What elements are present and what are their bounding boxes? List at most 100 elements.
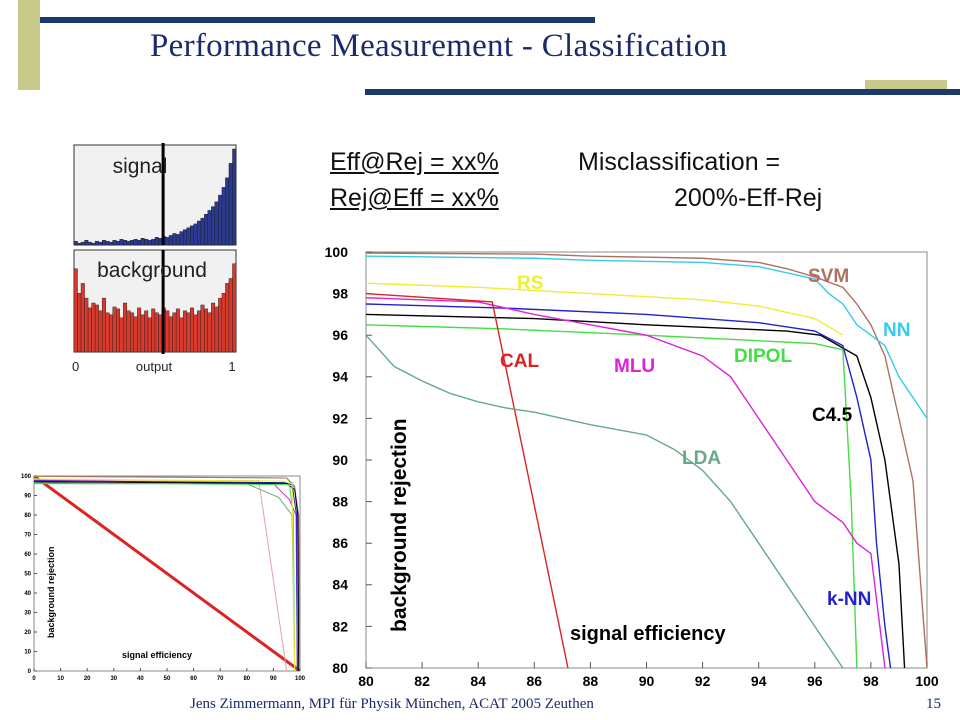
background-bin xyxy=(232,263,237,353)
signal-bin xyxy=(207,210,212,246)
series-lines xyxy=(366,252,927,668)
slide-footer: Jens Zimmermann, MPI für Physik München,… xyxy=(0,694,960,716)
background-bin xyxy=(109,314,113,353)
signal-bin xyxy=(140,238,145,246)
background-bin xyxy=(140,314,145,353)
y-tick-label: 0 xyxy=(28,669,32,675)
x-tick-label: 90 xyxy=(270,676,277,682)
signal-bin xyxy=(105,240,110,246)
background-bin xyxy=(154,312,159,353)
roc-chart-zoomed: 80 82 84 86 88 90 92 94 96 98 100 80 82 84 86 88 90 92 94 9… xyxy=(325,244,939,689)
signal-bin xyxy=(228,163,233,246)
signal-bin xyxy=(186,227,191,246)
series-line-9 xyxy=(34,478,296,671)
background-bin xyxy=(197,310,201,353)
x-tick-label: 70 xyxy=(217,676,224,682)
background-bin xyxy=(165,310,170,353)
background-bin xyxy=(112,306,117,353)
x-tick-label: 30 xyxy=(110,676,117,682)
background-bin xyxy=(168,316,173,353)
background-bin xyxy=(207,312,212,353)
y-tick-label: 100 xyxy=(325,244,349,260)
series-line-svm xyxy=(366,252,927,668)
y-tick-label: 84 xyxy=(332,577,348,593)
background-bin xyxy=(147,317,152,353)
signal-bin xyxy=(109,241,113,246)
background-bin xyxy=(228,278,233,353)
series-label-mlu: MLU xyxy=(614,356,655,377)
background-bin xyxy=(218,297,223,353)
signal-bin xyxy=(165,237,170,246)
signal-bin xyxy=(221,187,226,246)
y-tick-label: 30 xyxy=(24,611,31,617)
background-bin xyxy=(80,283,85,353)
series-line-7 xyxy=(34,481,300,671)
y-tick-label: 60 xyxy=(24,552,31,558)
background-bin xyxy=(77,292,82,353)
page-number: 15 xyxy=(926,696,941,712)
y-tick-label: 88 xyxy=(332,494,348,510)
signal-bin xyxy=(179,231,184,246)
signal-bin xyxy=(119,239,124,246)
signal-bin xyxy=(151,239,156,246)
signal-bin xyxy=(193,223,198,246)
signal-bin xyxy=(112,239,117,246)
signal-bin xyxy=(197,220,201,246)
background-bars xyxy=(73,263,237,353)
background-label: background xyxy=(97,259,207,282)
output-histogram: signal background 0 output 1 xyxy=(72,143,237,374)
signal-bin xyxy=(133,239,138,246)
x-tick-label: 84 xyxy=(470,673,486,689)
background-bin xyxy=(84,297,89,353)
background-bin xyxy=(211,302,216,353)
y-tick-label: 90 xyxy=(332,452,348,468)
rej-at-eff-text: Rej@Eff = xx% xyxy=(330,184,499,212)
y-tick-label: 80 xyxy=(332,660,348,676)
deco-navy-bar-bottom xyxy=(365,89,960,95)
x-tick-label: 80 xyxy=(358,673,374,689)
background-bin xyxy=(221,292,226,353)
background-bin xyxy=(151,308,156,353)
deco-olive-bar-left xyxy=(18,0,40,90)
background-bin xyxy=(105,312,110,353)
series-line-dipol xyxy=(366,324,858,668)
signal-bin xyxy=(101,239,106,246)
mini-axes: 0 10 20 30 40 50 60 70 80 90 100 0 10 20 30 40 50 60 70 80 9… xyxy=(21,474,306,682)
x-tick-label: 92 xyxy=(695,673,711,689)
signal-bin xyxy=(211,206,216,246)
signal-bin xyxy=(126,240,131,246)
background-bin xyxy=(133,316,138,353)
signal-bin xyxy=(84,239,89,246)
y-tick-label: 82 xyxy=(332,618,348,634)
y-tick-label: 96 xyxy=(332,327,348,343)
series-label-svm: SVM xyxy=(808,266,849,287)
x-tick-label: 50 xyxy=(164,676,171,682)
signal-bin xyxy=(218,194,223,246)
signal-label: signal xyxy=(113,155,168,178)
signal-bin xyxy=(87,241,92,246)
series-line-c4-5 xyxy=(366,313,906,668)
y-tick-label: 86 xyxy=(332,535,348,551)
signal-bin xyxy=(168,235,173,246)
series-line-rs xyxy=(366,282,844,336)
histogram-x-tick-left: 0 xyxy=(72,359,79,374)
series-label-nn: NN xyxy=(883,320,910,341)
series-line-0 xyxy=(34,476,300,671)
x-tick-label: 0 xyxy=(32,676,36,682)
series-label-dipol: DIPOL xyxy=(734,346,792,367)
x-tick-label: 86 xyxy=(527,673,543,689)
background-bin xyxy=(137,307,142,353)
signal-bin xyxy=(182,229,187,246)
signal-bin xyxy=(137,239,142,246)
background-bin xyxy=(123,302,128,353)
series-label-knn: k-NN xyxy=(827,589,871,610)
y-tick-label: 94 xyxy=(332,369,348,385)
signal-bin xyxy=(144,239,149,246)
background-bin xyxy=(158,314,163,353)
misclassification-line-2: 200%-Eff-Rej xyxy=(674,184,823,212)
roc-chart-full: 0 10 20 30 40 50 60 70 80 90 100 0 10 20 30 40 50 60 70 80 9… xyxy=(21,474,306,682)
background-bin xyxy=(91,302,96,353)
y-tick-label: 98 xyxy=(332,286,348,302)
signal-bin xyxy=(80,241,85,246)
background-bin xyxy=(101,297,106,353)
